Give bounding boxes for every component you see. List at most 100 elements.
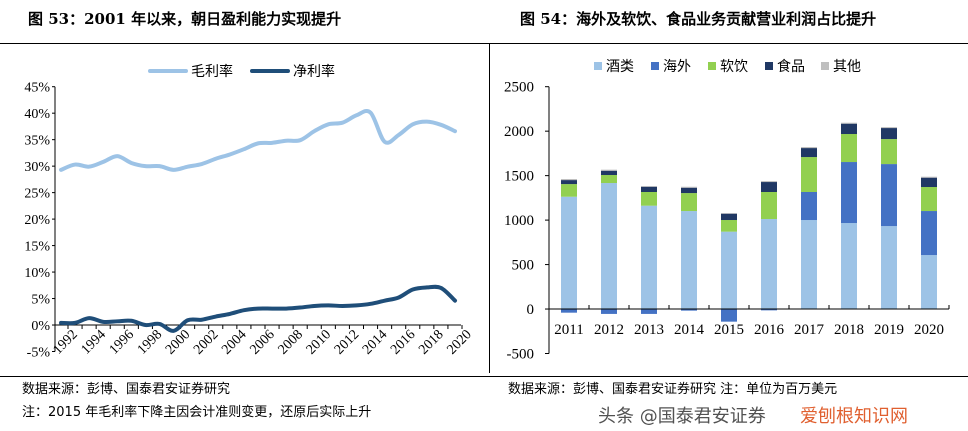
x-tick-label: 2016 bbox=[754, 322, 785, 338]
legend-label: 酒类 bbox=[606, 59, 634, 75]
bar-segment-2019-3 bbox=[881, 128, 897, 140]
bar-segment-2012-0 bbox=[601, 183, 617, 310]
x-tick-label: 2011 bbox=[554, 322, 583, 338]
y-tick-label: 15% bbox=[24, 240, 50, 255]
bar-segment-2018-1 bbox=[841, 162, 857, 224]
y-tick-label: -500 bbox=[507, 347, 535, 363]
x-tick-label: 2012 bbox=[594, 322, 624, 338]
bar-segment-2016-3 bbox=[761, 182, 777, 192]
legend-swatch bbox=[594, 62, 602, 70]
top-divider bbox=[0, 43, 968, 44]
y-tick-label: 30% bbox=[24, 160, 50, 175]
y-tick-label: -5% bbox=[27, 346, 51, 361]
bottom-divider bbox=[0, 376, 968, 377]
y-tick-label: 2500 bbox=[504, 80, 534, 96]
x-tick-label: 2018 bbox=[834, 322, 864, 338]
bar-segment-2017-1 bbox=[801, 191, 817, 221]
margin-line-chart: -5%0%5%10%15%20%25%30%35%40%45%199219941… bbox=[24, 63, 475, 361]
bar-segment-2011-0 bbox=[561, 196, 577, 310]
x-tick-label: 2002 bbox=[191, 327, 221, 357]
x-tick-label: 2014 bbox=[674, 322, 705, 338]
bar-segment-2018-0 bbox=[841, 223, 857, 310]
y-tick-label: 2000 bbox=[504, 124, 534, 140]
bar-segment-2018-4 bbox=[841, 122, 857, 124]
legend-swatch bbox=[821, 62, 829, 70]
bar-segment-2011-2 bbox=[561, 184, 577, 197]
x-tick-label: 2020 bbox=[444, 327, 474, 357]
legend-label: 软饮 bbox=[720, 59, 748, 75]
bar-segment-2015-2 bbox=[721, 220, 737, 232]
bar-segment-2020-2 bbox=[921, 187, 937, 212]
bar-segment-2013-4 bbox=[641, 186, 657, 187]
right-figure-title: 图 54：海外及软饮、食品业务贡献营业利润占比提升 bbox=[520, 10, 877, 28]
bar-segment-2014-0 bbox=[681, 211, 697, 310]
center-divider bbox=[489, 43, 490, 373]
bar-segment-2018-2 bbox=[841, 134, 857, 163]
y-tick-label: 40% bbox=[24, 107, 50, 122]
y-tick-label: 45% bbox=[24, 81, 50, 96]
x-tick-label: 2015 bbox=[714, 322, 744, 338]
y-tick-label: 500 bbox=[512, 258, 535, 274]
bar-segment-2015-1 bbox=[721, 309, 737, 322]
bar-segment-2014-4 bbox=[681, 186, 697, 188]
legend-swatch bbox=[708, 62, 716, 70]
x-tick-label: 1994 bbox=[79, 327, 109, 357]
legend-swatch bbox=[651, 62, 659, 70]
legend-label: 毛利率 bbox=[191, 63, 233, 80]
x-tick-label: 2016 bbox=[388, 327, 418, 357]
right-source-text: 数据来源：彭博、国泰君安证券研究 注：单位为百万美元 bbox=[508, 382, 838, 397]
y-tick-label: 0 bbox=[527, 302, 535, 318]
left-figure-title: 图 53：2001 年以来，朝日盈利能力实现提升 bbox=[28, 10, 342, 28]
x-tick-label: 2008 bbox=[276, 327, 306, 357]
legend-label: 净利率 bbox=[293, 63, 335, 80]
watermark-secondary: 爱刨根知识网 bbox=[800, 406, 908, 427]
series-line-net-margin bbox=[59, 284, 457, 333]
y-tick-label: 25% bbox=[24, 187, 50, 202]
bar-segment-2015-3 bbox=[721, 213, 737, 221]
bar-segment-2015-0 bbox=[721, 231, 737, 310]
series-line-gross-margin bbox=[59, 108, 457, 172]
bar-segment-2019-4 bbox=[881, 127, 897, 129]
y-tick-label: 10% bbox=[24, 266, 50, 281]
bar-segment-2020-0 bbox=[921, 255, 937, 310]
bar-segment-2013-3 bbox=[641, 186, 657, 192]
bar-segment-2016-0 bbox=[761, 219, 777, 310]
bar-segment-2017-0 bbox=[801, 220, 817, 310]
y-tick-label: 5% bbox=[31, 293, 50, 308]
x-tick-label: 1996 bbox=[107, 327, 137, 357]
x-tick-label: 2013 bbox=[634, 322, 664, 338]
x-tick-label: 2020 bbox=[914, 322, 944, 338]
bar-segment-2019-0 bbox=[881, 226, 897, 310]
bar-segment-2020-4 bbox=[921, 176, 937, 178]
legend-label: 海外 bbox=[663, 59, 691, 75]
bar-segment-2011-4 bbox=[561, 179, 577, 181]
x-tick-label: 2012 bbox=[332, 327, 362, 357]
bar-segment-2011-1 bbox=[561, 309, 577, 313]
left-source-text: 数据来源：彭博、国泰君安证券研究 bbox=[22, 382, 231, 397]
bar-segment-2013-2 bbox=[641, 191, 657, 206]
legend-swatch bbox=[765, 62, 773, 70]
x-tick-label: 2000 bbox=[163, 327, 193, 357]
bar-segment-2012-2 bbox=[601, 175, 617, 184]
bar-segment-2013-0 bbox=[641, 205, 657, 310]
bar-segment-2012-3 bbox=[601, 170, 617, 176]
x-tick-label: 2014 bbox=[360, 327, 390, 357]
bar-segment-2014-3 bbox=[681, 187, 697, 194]
x-tick-label: 2010 bbox=[304, 327, 334, 357]
bar-segment-2014-2 bbox=[681, 193, 697, 212]
bar-segment-2015-4 bbox=[721, 213, 737, 214]
bar-segment-2017-2 bbox=[801, 157, 817, 192]
bar-segment-2016-1 bbox=[761, 309, 777, 311]
x-tick-label: 1998 bbox=[135, 327, 165, 357]
bar-segment-2013-1 bbox=[641, 309, 657, 314]
bar-segment-2012-1 bbox=[601, 309, 617, 314]
bar-segment-2017-4 bbox=[801, 146, 817, 149]
bar-segment-2018-3 bbox=[841, 123, 857, 135]
x-tick-label: 2006 bbox=[247, 327, 277, 357]
left-note-text: 注：2015 年毛利率下降主因会计准则变更，还原后实际上升 bbox=[22, 405, 372, 420]
bar-segment-2016-4 bbox=[761, 181, 777, 183]
y-tick-label: 20% bbox=[24, 213, 50, 228]
x-tick-label: 2017 bbox=[794, 322, 825, 338]
y-tick-label: 1000 bbox=[504, 213, 534, 229]
